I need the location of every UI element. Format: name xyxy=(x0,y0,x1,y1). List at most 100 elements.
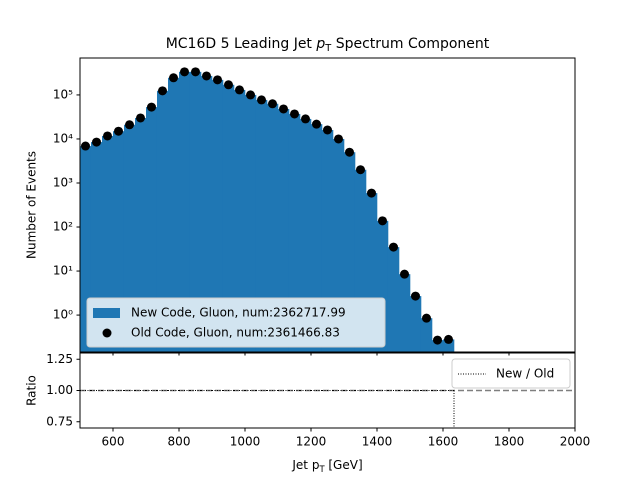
text-part: p xyxy=(312,458,320,472)
legend-label: Old Code, Gluon, num:2361466.83 xyxy=(131,326,340,340)
y-tick-label: 1.25 xyxy=(46,352,73,366)
bar xyxy=(245,94,257,352)
point xyxy=(356,165,365,175)
bar xyxy=(80,146,92,352)
legend-swatch xyxy=(93,308,120,318)
bar xyxy=(189,71,202,353)
bar xyxy=(333,138,345,352)
point xyxy=(443,334,453,344)
point xyxy=(290,109,299,119)
text-part: Spectrum Component xyxy=(331,36,490,52)
text-part: T xyxy=(318,464,325,474)
x-tick-label: 1200 xyxy=(296,435,327,449)
point xyxy=(80,141,90,151)
bar xyxy=(156,90,169,353)
y-tick-label: 10³ xyxy=(53,175,73,189)
bar xyxy=(222,84,235,353)
point xyxy=(377,216,387,226)
y-tick-label: 10⁵ xyxy=(53,87,73,101)
x-tick-label: 2000 xyxy=(560,435,591,449)
bar xyxy=(267,103,279,352)
point xyxy=(245,90,255,100)
point xyxy=(301,114,311,124)
point xyxy=(169,73,179,83)
bar xyxy=(123,124,136,352)
point xyxy=(146,102,156,112)
bar xyxy=(102,135,114,352)
bar xyxy=(168,77,180,353)
bar xyxy=(255,99,268,352)
y-axis-label: Ratio xyxy=(25,375,39,406)
point xyxy=(311,119,321,129)
point xyxy=(113,126,123,136)
legend-swatch xyxy=(102,328,112,338)
legend-label: New / Old xyxy=(496,367,554,381)
bar xyxy=(212,79,224,353)
point xyxy=(224,80,233,90)
chart-title: MC16D 5 Leading Jet pT Spectrum Componen… xyxy=(166,36,490,54)
bar xyxy=(399,274,411,352)
text-part: MC16D 5 Leading Jet xyxy=(166,36,317,52)
x-tick-label: 1400 xyxy=(362,435,393,449)
y-tick-label: 10⁰ xyxy=(53,308,73,322)
bar xyxy=(146,107,158,352)
point xyxy=(92,137,101,147)
bar xyxy=(311,124,323,352)
point xyxy=(268,99,278,109)
point xyxy=(278,104,288,114)
bar xyxy=(432,340,444,352)
point xyxy=(235,85,245,95)
bar xyxy=(321,129,334,352)
text-part: [GeV] xyxy=(325,458,363,472)
y-tick-label: 10² xyxy=(53,220,73,234)
bar xyxy=(288,113,301,352)
bar xyxy=(443,339,455,352)
y-tick-label: 0.75 xyxy=(46,414,73,428)
point xyxy=(422,313,431,323)
point xyxy=(158,86,167,96)
x-tick-label: 1800 xyxy=(494,435,525,449)
bar xyxy=(300,118,312,353)
bar xyxy=(201,75,213,352)
bar xyxy=(135,117,147,352)
point xyxy=(136,113,146,123)
x-tick-label: 600 xyxy=(102,435,125,449)
bar xyxy=(234,89,246,353)
bar xyxy=(377,220,389,352)
bar xyxy=(387,247,400,352)
point xyxy=(433,335,443,345)
point xyxy=(103,131,113,141)
text-part: Jet xyxy=(291,458,311,472)
y-tick-label: 10⁴ xyxy=(53,131,73,145)
x-tick-label: 800 xyxy=(168,435,191,449)
bar xyxy=(366,193,378,352)
point xyxy=(367,188,377,198)
point xyxy=(191,67,200,77)
bar xyxy=(420,318,433,352)
bar xyxy=(179,71,191,353)
x-tick-label: 1600 xyxy=(428,435,459,449)
bar xyxy=(113,131,125,352)
point xyxy=(257,95,266,105)
bar xyxy=(410,296,422,352)
x-tick-label: 1000 xyxy=(230,435,261,449)
bar xyxy=(344,152,356,352)
bar xyxy=(354,169,367,352)
y-axis-label: Number of Events xyxy=(25,151,39,259)
y-tick-label: 10¹ xyxy=(53,264,73,278)
point xyxy=(389,242,398,252)
point xyxy=(334,134,344,144)
text-part: T xyxy=(324,43,332,54)
bar xyxy=(278,108,290,352)
point xyxy=(212,75,222,85)
point xyxy=(410,291,420,301)
point xyxy=(344,147,354,157)
legend-box xyxy=(451,358,571,389)
point xyxy=(202,71,212,81)
point xyxy=(400,269,410,279)
point xyxy=(179,67,189,77)
point xyxy=(125,120,134,130)
text-part: p xyxy=(315,36,325,52)
